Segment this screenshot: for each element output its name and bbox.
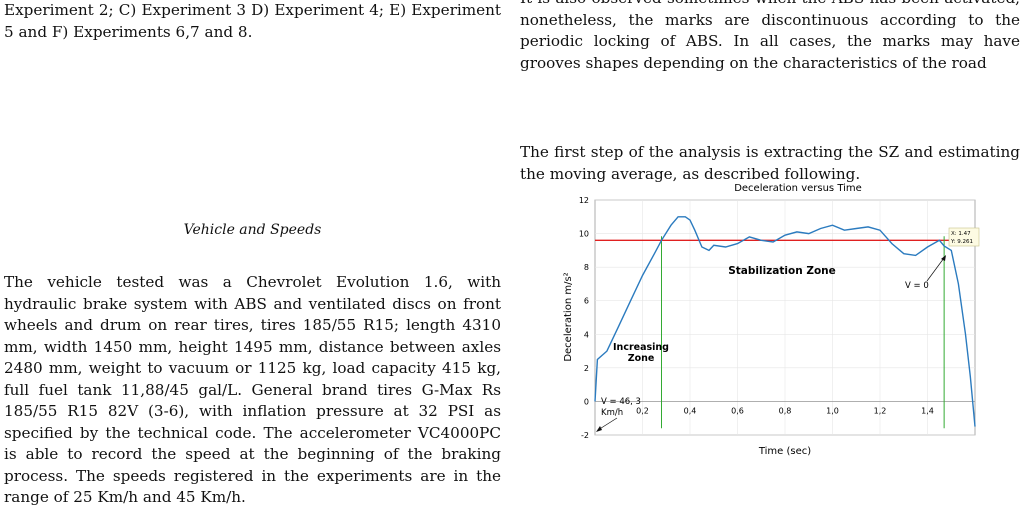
datatip-box	[948, 227, 980, 247]
annotation-stabilization-zone: Stabilization Zone	[728, 265, 836, 277]
annotation-increasing-zone-1: Increasing	[613, 342, 669, 353]
chart-title: Deceleration versus Time	[734, 183, 862, 194]
v-start-arrow	[597, 417, 618, 431]
x-tick-label: 1,4	[921, 406, 934, 415]
v-end-arrow	[926, 257, 945, 282]
deceleration-chart: Deceleration versus Time -2 0 2 4 6 8 10 12 0,2…	[563, 183, 980, 457]
y-tick-label: -2	[581, 431, 589, 440]
y-tick-label: 2	[584, 364, 589, 373]
abs-paragraph: It is also observed sometimes when the A…	[520, 0, 1020, 72]
x-tick-label: 1,2	[874, 406, 887, 415]
annotation-v-start-1: V = 46, 3	[601, 397, 641, 407]
annotation-v-start-2: Km/h	[601, 408, 623, 418]
y-axis-ticks: -2 0 2 4 6 8 10 12	[579, 196, 589, 440]
abs-paragraph-block: It is also observed sometimes when the A…	[520, 0, 1020, 74]
x-tick-label: 0,6	[731, 406, 744, 415]
datatip-y: Y: 9.261	[950, 239, 973, 245]
v-end-arrowhead	[941, 255, 946, 261]
y-tick-label: 0	[584, 397, 589, 406]
y-tick-label: 8	[584, 263, 589, 272]
annotation-increasing-zone-2: Zone	[628, 353, 655, 364]
deceleration-series-line	[594, 216, 976, 427]
section-heading: Vehicle and Speeds	[183, 222, 322, 238]
y-tick-label: 4	[584, 330, 589, 339]
x-tick-label: 0,8	[779, 406, 792, 415]
vehicle-paragraph-block: The vehicle tested was a Chevrolet Evolu…	[4, 272, 501, 509]
v-start-arrowhead	[596, 426, 602, 432]
vehicle-paragraph: The vehicle tested was a Chevrolet Evolu…	[4, 273, 501, 506]
datatip: X: 1.47 Y: 9.261	[948, 227, 980, 247]
x-axis-label: Time (sec)	[758, 446, 811, 457]
annotation-v-end: V = 0	[905, 281, 929, 291]
x-tick-label: 0,2	[636, 406, 649, 415]
y-tick-label: 10	[579, 230, 589, 239]
y-axis-label: Deceleration m/s²	[563, 272, 574, 361]
datatip-x: X: 1.47	[951, 231, 971, 237]
caption-text: Experiment 2; C) Experiment 3 D) Experim…	[4, 1, 501, 41]
x-tick-label: 1,0	[826, 406, 839, 415]
x-axis-ticks: 0,2 0,4 0,6 0,8 1,0 1,2 1,4	[636, 406, 934, 415]
x-tick-label: 0,4	[684, 406, 697, 415]
figure-caption-fragment: Experiment 2; C) Experiment 3 D) Experim…	[4, 0, 501, 43]
y-tick-label: 6	[584, 297, 589, 306]
analysis-paragraph: The first step of the analysis is extrac…	[520, 143, 1020, 183]
y-tick-label: 12	[579, 196, 589, 205]
analysis-paragraph-block: The first step of the analysis is extrac…	[520, 142, 1020, 185]
